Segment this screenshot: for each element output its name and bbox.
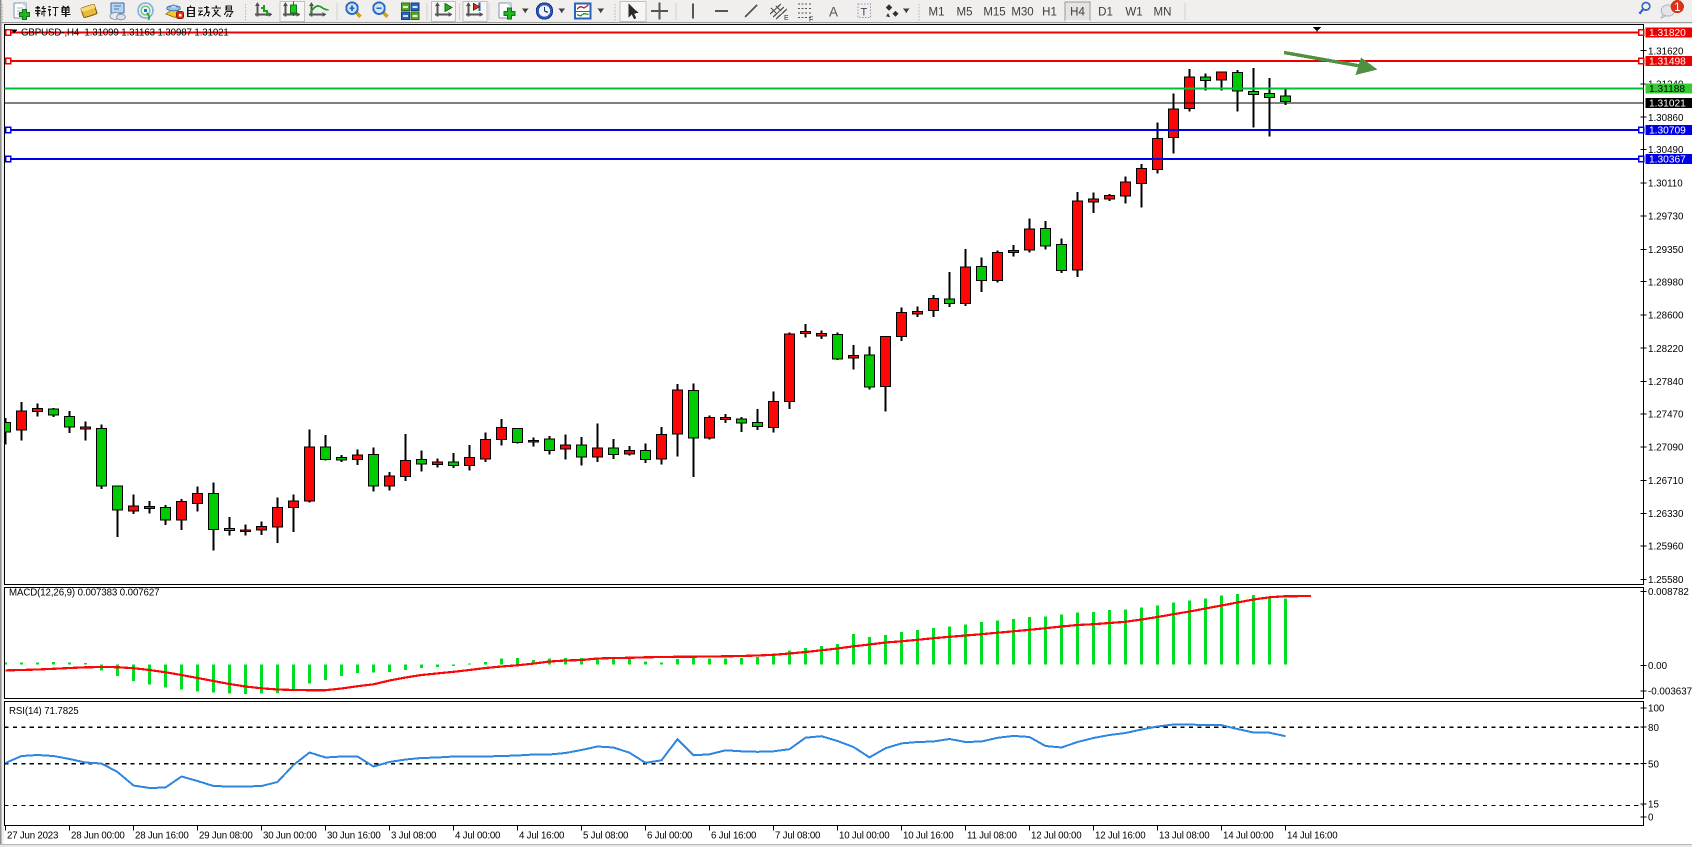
svg-text:0.008782: 0.008782 <box>1648 587 1689 598</box>
svg-text:MN: MN <box>1154 7 1172 19</box>
svg-text:30 Jun 16:00: 30 Jun 16:00 <box>327 831 381 842</box>
svg-text:M15: M15 <box>983 7 1005 19</box>
svg-text:1.30110: 1.30110 <box>1648 178 1683 189</box>
svg-text:D1: D1 <box>1098 7 1113 19</box>
svg-text:80: 80 <box>1648 723 1659 734</box>
svg-text:1.27090: 1.27090 <box>1648 443 1684 454</box>
svg-text:1.30860: 1.30860 <box>1648 113 1684 124</box>
svg-text:1.31021: 1.31021 <box>1649 99 1686 110</box>
svg-text:28 Jun 16:00: 28 Jun 16:00 <box>135 831 189 842</box>
svg-text:5 Jul 08:00: 5 Jul 08:00 <box>583 831 629 842</box>
svg-text:13 Jul 08:00: 13 Jul 08:00 <box>1159 831 1210 842</box>
svg-text:RSI(14) 71.7825: RSI(14) 71.7825 <box>9 706 79 717</box>
svg-text:1.27840: 1.27840 <box>1648 377 1684 388</box>
svg-text:1.30367: 1.30367 <box>1649 155 1686 166</box>
svg-text:6 Jul 00:00: 6 Jul 00:00 <box>647 831 693 842</box>
svg-text:100: 100 <box>1648 704 1665 715</box>
svg-text:1.31620: 1.31620 <box>1648 46 1684 57</box>
svg-text:1.31820: 1.31820 <box>1649 28 1686 39</box>
svg-text:12 Jul 16:00: 12 Jul 16:00 <box>1095 831 1146 842</box>
svg-text:50: 50 <box>1648 759 1659 770</box>
svg-text:4 Jul 16:00: 4 Jul 16:00 <box>519 831 565 842</box>
svg-text:M1: M1 <box>929 7 945 19</box>
svg-text:H4: H4 <box>1070 7 1085 19</box>
svg-text:30 Jun 00:00: 30 Jun 00:00 <box>263 831 317 842</box>
svg-text:1.29350: 1.29350 <box>1648 245 1684 256</box>
svg-text:A: A <box>829 5 838 20</box>
svg-text:0.00: 0.00 <box>1648 661 1668 672</box>
svg-text:1.25960: 1.25960 <box>1648 542 1684 553</box>
svg-text:E: E <box>784 15 789 22</box>
svg-text:10 Jul 16:00: 10 Jul 16:00 <box>903 831 954 842</box>
svg-text:28 Jun 00:00: 28 Jun 00:00 <box>71 831 125 842</box>
svg-text:11 Jul 08:00: 11 Jul 08:00 <box>967 831 1017 842</box>
svg-text:1: 1 <box>1674 0 1681 14</box>
svg-text:T: T <box>861 7 868 19</box>
svg-text:H1: H1 <box>1042 7 1057 19</box>
svg-text:M5: M5 <box>957 7 973 19</box>
svg-text:MACD(12,26,9) 0.007383 0.00762: MACD(12,26,9) 0.007383 0.007627 <box>9 588 159 599</box>
svg-text:F: F <box>809 17 813 24</box>
svg-text:1.30490: 1.30490 <box>1648 145 1684 156</box>
svg-text:1.26710: 1.26710 <box>1648 476 1684 487</box>
svg-text:1.29730: 1.29730 <box>1648 212 1684 223</box>
svg-text:W1: W1 <box>1125 7 1142 19</box>
svg-text:14 Jul 16:00: 14 Jul 16:00 <box>1287 831 1338 842</box>
svg-text:1.27470: 1.27470 <box>1648 410 1684 421</box>
svg-text:1.31498: 1.31498 <box>1649 57 1686 68</box>
svg-text:3 Jul 08:00: 3 Jul 08:00 <box>391 831 437 842</box>
svg-text:1.28980: 1.28980 <box>1648 277 1684 288</box>
svg-text:6 Jul 16:00: 6 Jul 16:00 <box>711 831 757 842</box>
svg-text:M30: M30 <box>1011 7 1033 19</box>
svg-text:4 Jul 00:00: 4 Jul 00:00 <box>455 831 501 842</box>
svg-text:14 Jul 00:00: 14 Jul 00:00 <box>1223 831 1274 842</box>
svg-text:1.25580: 1.25580 <box>1648 575 1684 586</box>
svg-text:1.28600: 1.28600 <box>1648 311 1684 322</box>
svg-text:-0.003637: -0.003637 <box>1648 687 1692 698</box>
svg-text:GBPUSD-,H4 1.31099 1.31163 1.: GBPUSD-,H4 1.31099 1.31163 1.30987 1.310… <box>21 28 229 39</box>
svg-text:7 Jul 08:00: 7 Jul 08:00 <box>775 831 821 842</box>
svg-text:12 Jul 00:00: 12 Jul 00:00 <box>1031 831 1082 842</box>
svg-text:29 Jun 08:00: 29 Jun 08:00 <box>199 831 253 842</box>
svg-text:1.31188: 1.31188 <box>1649 84 1685 95</box>
svg-text:0: 0 <box>1648 813 1654 824</box>
svg-text:10 Jul 00:00: 10 Jul 00:00 <box>839 831 890 842</box>
svg-text:1.28220: 1.28220 <box>1648 344 1684 355</box>
svg-text:27 Jun 2023: 27 Jun 2023 <box>7 831 58 842</box>
svg-text:1.30709: 1.30709 <box>1649 126 1686 137</box>
svg-text:15: 15 <box>1648 800 1659 811</box>
svg-text:1.26330: 1.26330 <box>1648 509 1684 520</box>
